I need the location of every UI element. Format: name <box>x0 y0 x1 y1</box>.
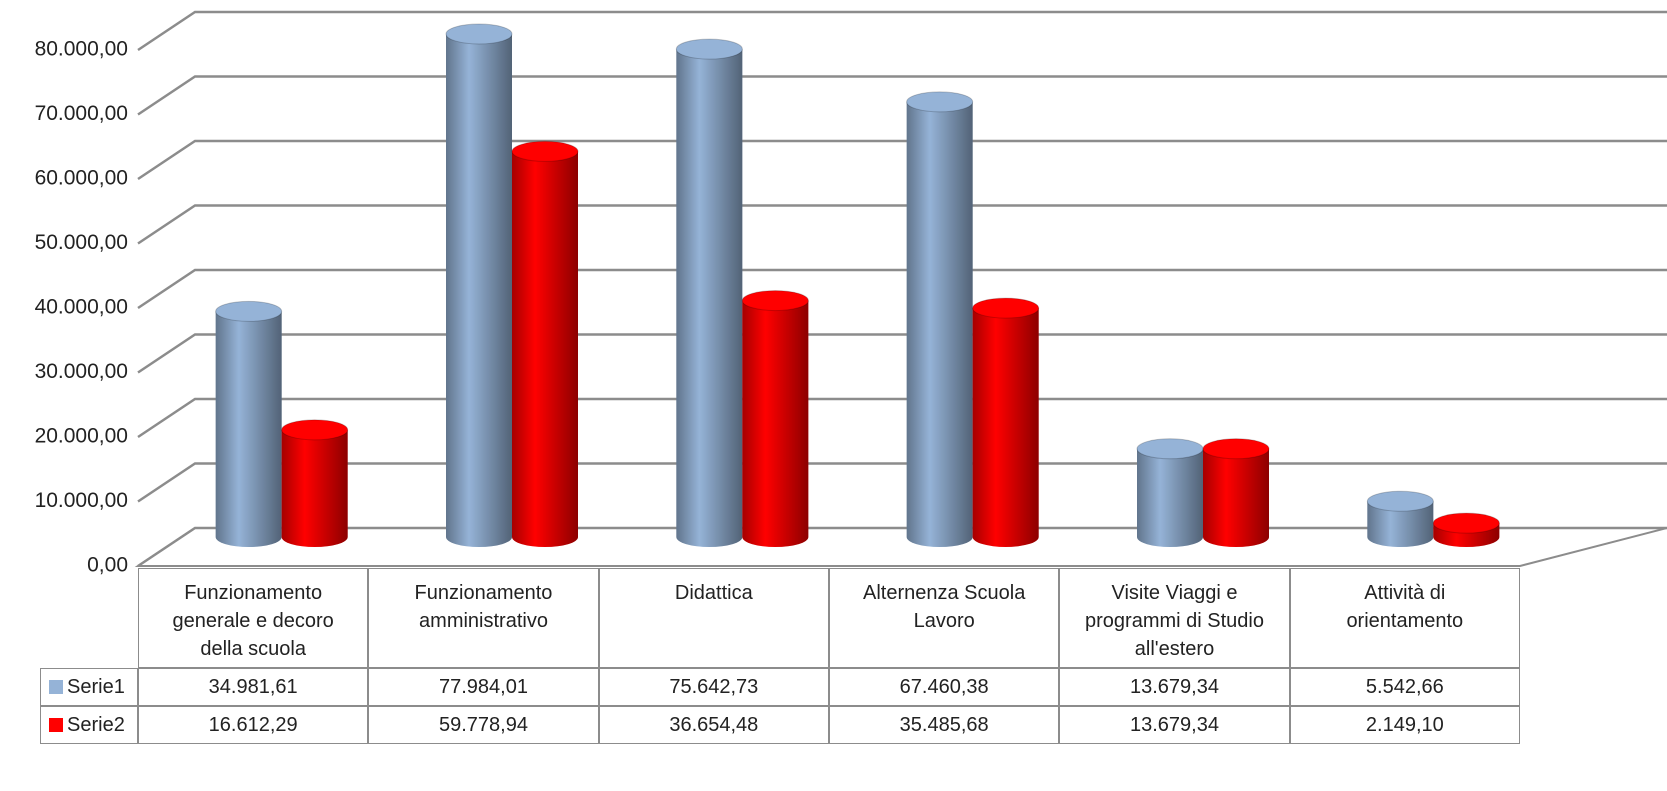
cylinder-top <box>741 290 809 312</box>
y-tick-label: 60.000,00 <box>35 167 128 190</box>
grid-line <box>137 397 1667 439</box>
category-cell: Alternenza Scuola Lavoro <box>829 568 1060 668</box>
value-cell: 59.778,94 <box>368 706 599 744</box>
value-cell: 16.612,29 <box>138 706 369 744</box>
cylinder-top <box>215 300 283 322</box>
grid-line <box>137 10 1667 52</box>
value-cell: 2.149,10 <box>1289 706 1520 744</box>
cylinder-top <box>675 38 743 60</box>
legend-cell: Serie2 <box>40 706 138 744</box>
cylinder <box>215 300 283 547</box>
cylinder <box>1432 512 1500 547</box>
cylinder <box>675 38 743 547</box>
value-cell: 75.642,73 <box>598 668 829 706</box>
value-cell: 35.485,68 <box>829 706 1060 744</box>
value-cell: 36.654,48 <box>598 706 829 744</box>
y-tick-label: 30.000,00 <box>35 360 128 383</box>
cylinder <box>511 140 579 547</box>
cylinder-shade <box>906 101 973 547</box>
cylinder-shade <box>1203 448 1269 547</box>
y-tick-label: 40.000,00 <box>35 296 128 319</box>
cylinder <box>445 23 513 548</box>
cylinder <box>741 290 809 547</box>
legend-cell: Serie1 <box>40 668 138 706</box>
value-cell: 34.981,61 <box>138 668 369 706</box>
cylinder-shade <box>512 151 578 547</box>
cylinder-top <box>1432 512 1500 534</box>
cylinder-top <box>906 91 974 113</box>
value-cell: 77.984,01 <box>368 668 599 706</box>
cylinder-top <box>511 140 579 162</box>
grid-line <box>137 139 1667 181</box>
cylinder-top <box>972 297 1040 319</box>
category-cell: Didattica <box>598 568 829 668</box>
grid-line <box>137 204 1667 245</box>
cylinder-shade <box>676 49 743 547</box>
cylinder-shade <box>446 34 512 548</box>
legend-label: Serie1 <box>67 676 125 698</box>
cylinder-top <box>1136 438 1204 460</box>
value-cell: 67.460,38 <box>829 668 1060 706</box>
cylinder <box>1202 438 1270 547</box>
legend-label: Serie2 <box>67 714 125 736</box>
category-cell: Funzionamento amministrativo <box>368 568 599 668</box>
grid-line <box>137 75 1667 116</box>
cylinder-shade <box>1367 501 1434 547</box>
category-cell: Attività di orientamento <box>1289 568 1520 668</box>
y-tick-label: 80.000,00 <box>35 38 128 61</box>
grid-line <box>137 462 1667 503</box>
cylinder-top <box>445 23 513 45</box>
category-cell: Funzionamento generale e decoro della sc… <box>138 568 369 668</box>
cylinder-top <box>1366 490 1434 512</box>
cylinder-top <box>1202 438 1270 460</box>
y-tick-label: 50.000,00 <box>35 231 128 254</box>
cylinder-shade <box>1137 448 1203 547</box>
cylinder-shade <box>742 300 809 547</box>
y-tick-label: 20.000,00 <box>35 425 128 448</box>
value-cell: 5.542,66 <box>1289 668 1520 706</box>
cylinder <box>1136 438 1204 547</box>
category-cell: Visite Viaggi e programmi di Studio all'… <box>1059 568 1290 668</box>
cylinder-shade <box>215 311 282 547</box>
y-tick-label: 0,00 <box>87 554 128 577</box>
cylinder <box>972 297 1040 547</box>
cylinder <box>906 91 974 547</box>
cylinder <box>281 419 349 547</box>
value-cell: 13.679,34 <box>1059 668 1290 706</box>
cylinder-shade <box>972 308 1039 547</box>
legend-swatch <box>49 718 63 732</box>
grid-line <box>137 333 1667 374</box>
y-tick-label: 70.000,00 <box>35 102 128 125</box>
cylinder <box>1366 490 1434 547</box>
value-cell: 13.679,34 <box>1059 706 1290 744</box>
grid-line <box>137 268 1667 310</box>
y-tick-label: 10.000,00 <box>35 489 128 512</box>
cylinder-top <box>281 419 349 441</box>
legend-swatch <box>49 680 63 694</box>
cylinder-shade <box>281 429 348 547</box>
